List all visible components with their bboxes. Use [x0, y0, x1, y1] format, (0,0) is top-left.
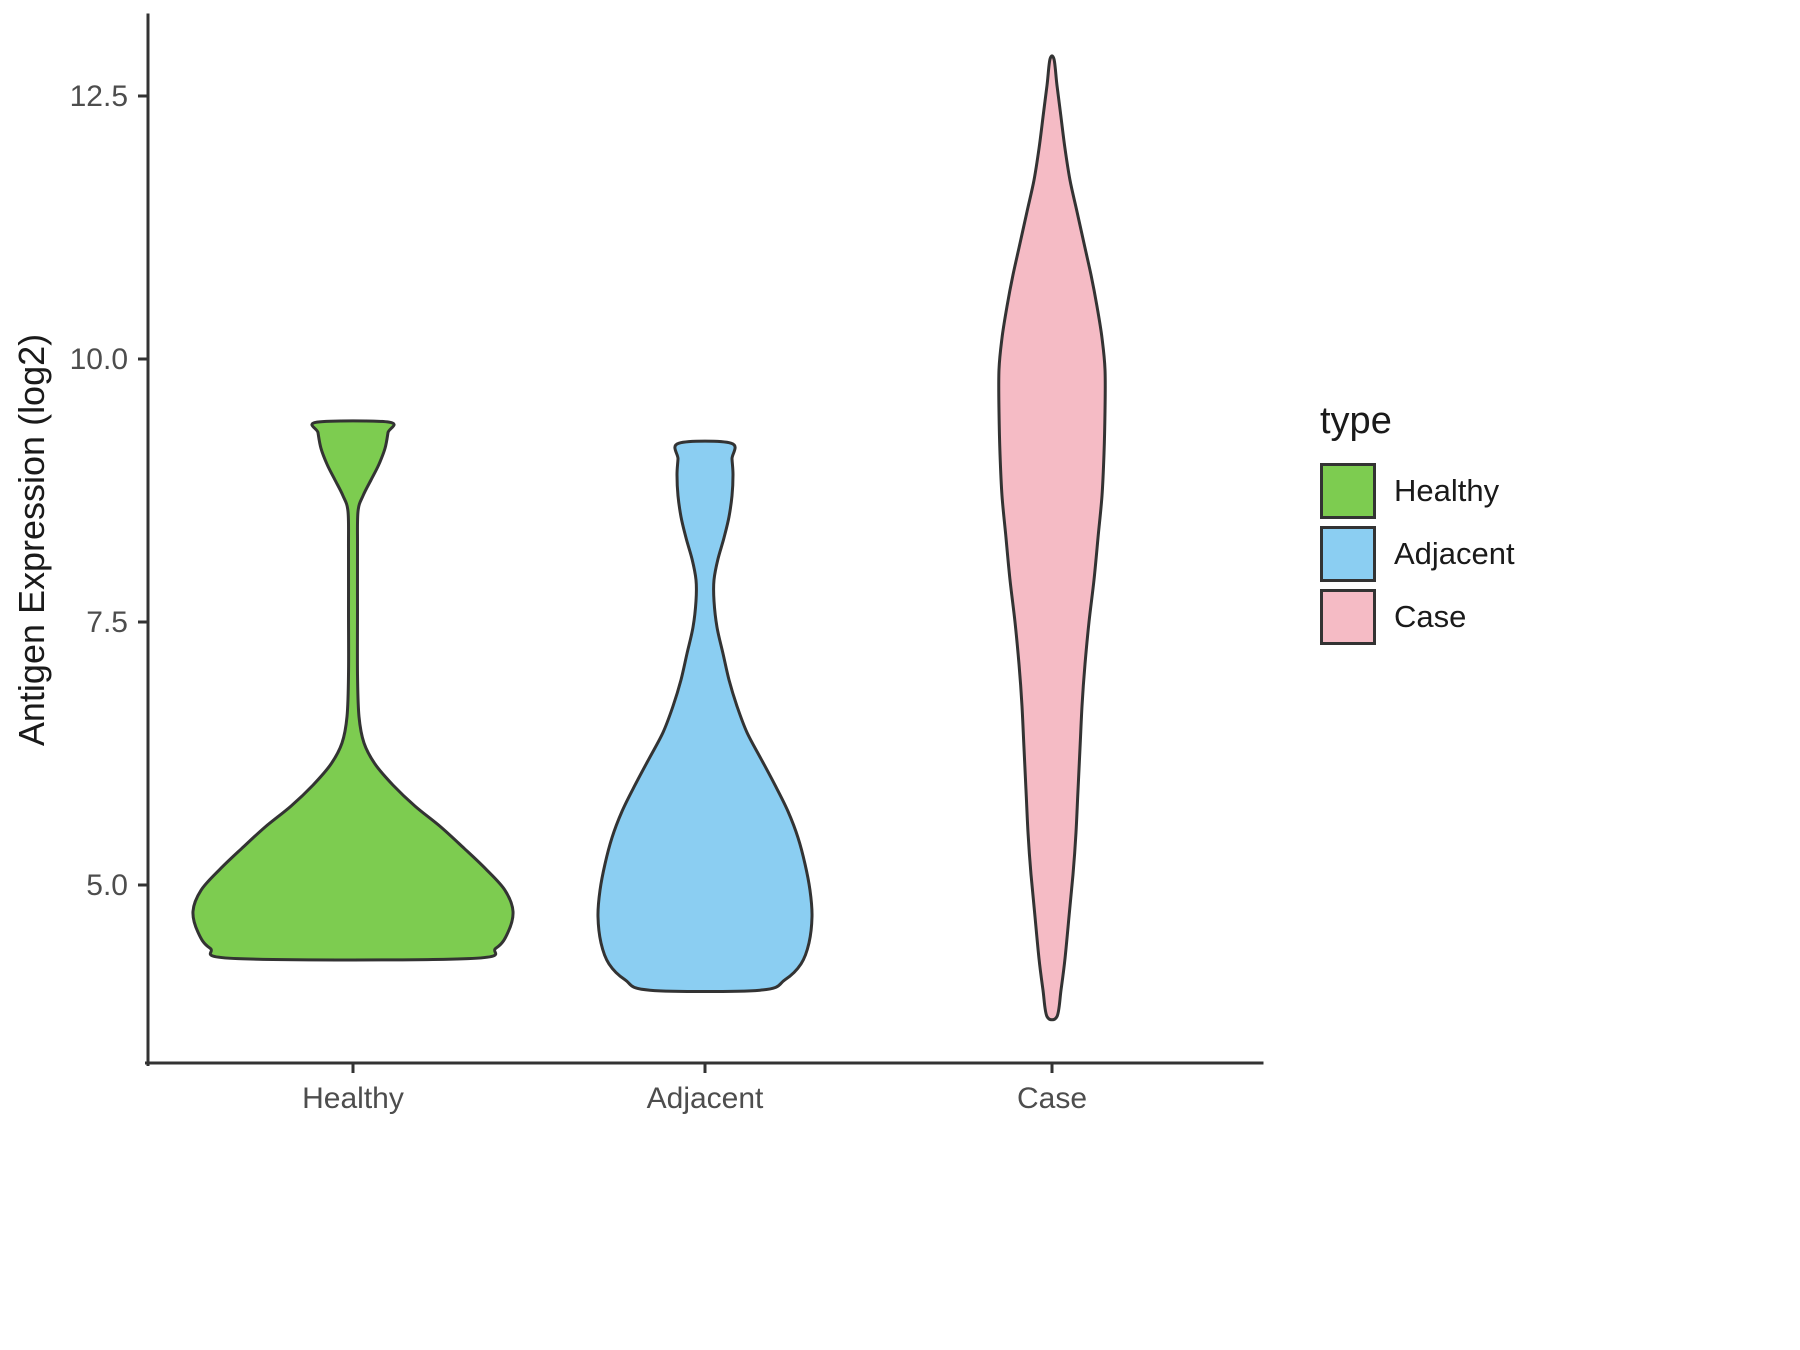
- legend-label-healthy: Healthy: [1394, 473, 1500, 508]
- violins: [191, 54, 1107, 1022]
- legend: type Healthy Adjacent Case: [1320, 400, 1515, 652]
- x-tick-label-case: Case: [1017, 1082, 1087, 1115]
- legend-title: type: [1320, 400, 1392, 442]
- legend-swatch-healthy: [1320, 463, 1376, 519]
- legend-item-adjacent: Adjacent: [1320, 526, 1515, 582]
- violin-adjacent: [596, 439, 814, 994]
- legend-swatch-case: [1320, 589, 1376, 645]
- y-tick-label: 5.0: [86, 869, 128, 902]
- y-axis-title: Antigen Expression (log2): [11, 334, 52, 746]
- y-tick-label: 12.5: [70, 80, 128, 113]
- legend-item-case: Case: [1320, 589, 1515, 645]
- x-tick-label-adjacent: Adjacent: [647, 1082, 764, 1115]
- y-tick-label: 10.0: [70, 343, 128, 376]
- violin-healthy: [191, 419, 515, 962]
- x-tick-label-healthy: Healthy: [302, 1082, 404, 1115]
- legend-label-case: Case: [1394, 599, 1467, 634]
- legend-item-healthy: Healthy: [1320, 463, 1515, 519]
- y-tick-label: 7.5: [86, 606, 128, 639]
- legend-label-adjacent: Adjacent: [1394, 536, 1515, 571]
- violin-case: [997, 54, 1107, 1022]
- legend-swatch-adjacent: [1320, 526, 1376, 582]
